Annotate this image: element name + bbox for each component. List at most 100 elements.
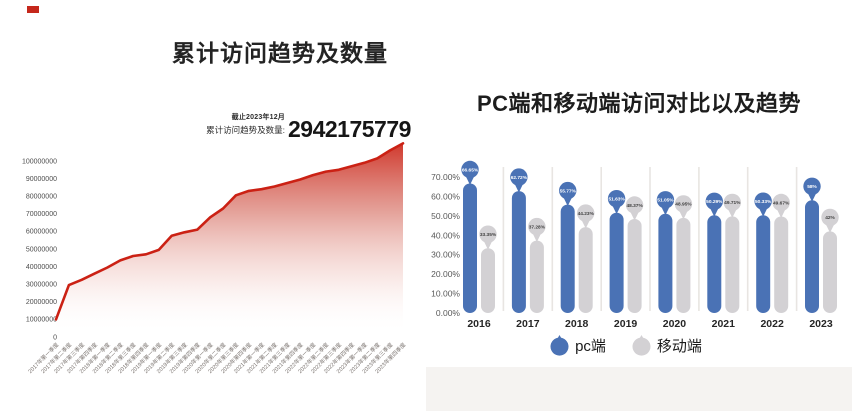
left-x-axis-label: 2021年第二季度 [245, 340, 280, 375]
balloon-value: 48.37% [626, 203, 643, 209]
balloon-value: 49.71% [724, 200, 741, 206]
balloon-tail [776, 209, 786, 218]
mobile-bar [627, 219, 642, 313]
area-fill [56, 143, 403, 337]
mobile-bar [676, 217, 691, 313]
mobile-balloon [723, 193, 741, 212]
mobile-bar [481, 248, 495, 313]
pc-bar [756, 215, 771, 313]
pc-mobile-compare-panel: PC端和移动端访问对比以及趋势 0.00% 10.00% 20.00% 30.00% 4… [426, 0, 852, 411]
left-x-axis-label: 2020年第一季度 [180, 340, 215, 375]
mobile-legend-label: 移动端 [656, 337, 702, 355]
balloon-value: 37.28% [529, 224, 546, 230]
right-y-axis-label: 60.00% [431, 191, 460, 201]
balloon-value: 58% [807, 184, 817, 190]
right-y-axis-label: 30.00% [431, 250, 460, 260]
balloon-tail [532, 233, 542, 243]
balloon-tail [581, 219, 590, 229]
balloon-tail [758, 208, 768, 217]
trend-line [54, 142, 405, 321]
mobile-bar [823, 231, 837, 313]
balloon-tail [710, 208, 719, 217]
left-x-axis-label: 2022年第四季度 [322, 340, 357, 375]
pc-balloon [510, 168, 528, 186]
pc-bar [560, 204, 575, 313]
mobile-balloon [479, 225, 497, 243]
mobile-balloon [821, 208, 839, 227]
left-x-axis-label: 2017年第三季度 [52, 340, 87, 375]
left-x-axis-label: 2023年第二季度 [347, 340, 382, 375]
pc-legend-label: pc端 [575, 337, 606, 355]
balloon-tail [563, 197, 572, 207]
pc-balloon [607, 190, 626, 208]
balloon-value: 55.77% [560, 188, 577, 194]
left-y-axis-label: 40000000 [26, 264, 57, 271]
left-y-axis-label: 20000000 [26, 299, 57, 306]
balloon-value: 66.65% [462, 167, 479, 173]
pc-balloon [754, 192, 772, 210]
left-x-axis-label: 2021年第三季度 [257, 340, 292, 375]
left-x-axis-label: 2020年第三季度 [206, 340, 241, 375]
legend-item-mobile: 移动端 [632, 334, 702, 356]
left-x-axis-label: 2022年第二季度 [296, 340, 331, 375]
balloon-tail [825, 224, 835, 233]
pc-balloon [656, 191, 675, 209]
balloon-value: 33.35% [480, 232, 497, 238]
mobile-bar [774, 216, 789, 313]
pc-balloon [705, 192, 723, 210]
right-y-axis-label: 50.00% [431, 211, 460, 221]
year-label: 2018 [565, 318, 589, 330]
left-x-axis-label: 2023年第三季度 [360, 340, 395, 375]
pc-bar [463, 183, 477, 313]
balloon-value: 51.63% [608, 197, 625, 203]
mobile-drop-icon [632, 335, 651, 356]
balloon-value: 49.67% [773, 200, 790, 206]
left-x-axis-label: 2019年第三季度 [155, 340, 190, 375]
pc-bar [707, 215, 722, 313]
left-y-axis-label: 100000000 [22, 158, 57, 165]
chart-legend: pc端 移动端 [413, 334, 839, 356]
left-y-axis-label: 30000000 [26, 282, 57, 289]
left-x-axis-label: 2017年第四季度 [65, 340, 100, 375]
pc-balloon [803, 177, 821, 195]
cumulative-visits-panel: 累计访问趋势及数量 0 10000000 20000000 30000000 40000… [22, 6, 411, 375]
left-chart-title: 累计访问趋势及数量 [172, 40, 388, 66]
right-y-axis-label: 0.00% [436, 308, 461, 318]
balloon-value: 50.33% [755, 199, 772, 205]
left-x-axis-label: 2023年第四季度 [373, 340, 408, 375]
pc-balloon [461, 160, 479, 179]
left-x-axis-label: 2019年第四季度 [168, 340, 203, 375]
mobile-bar [578, 227, 593, 313]
mobile-balloon [674, 195, 693, 213]
balloon-tail [612, 205, 621, 215]
balloon-tail [728, 209, 737, 218]
balloon-value: 48.95% [675, 202, 692, 208]
year-label: 2023 [809, 318, 833, 330]
balloon-value: 44.23% [578, 211, 595, 217]
right-y-axis-label: 20.00% [431, 269, 460, 279]
left-x-axis-label: 2021年第四季度 [270, 340, 305, 375]
left-y-axis-label: 10000000 [26, 317, 57, 324]
balloon-tail [679, 210, 688, 220]
annotation-block: 截止2023年12月 累计访问趋势及数量: [40, 114, 285, 135]
left-x-axis-label: 2021年第一季度 [232, 340, 267, 375]
year-label: 2019 [614, 318, 638, 330]
year-label: 2016 [467, 318, 491, 330]
cumulative-count-label: 累计访问趋势及数量: [206, 124, 285, 135]
left-x-axis-label: 2018年第一季度 [78, 340, 113, 375]
right-y-axis-label: 70.00% [431, 172, 460, 182]
right-chart-title: PC端和移动端访问对比以及趋势 [476, 91, 802, 116]
balloon-tail [514, 183, 524, 193]
mobile-balloon [772, 193, 790, 212]
left-x-axis-label: 2023年第一季度 [335, 340, 370, 375]
left-x-axis-label: 2017年第一季度 [26, 340, 61, 375]
left-y-axis-label: 70000000 [26, 211, 57, 218]
mobile-bar [529, 240, 544, 313]
mobile-balloon [528, 217, 546, 236]
pc-drop-icon [550, 335, 569, 356]
right-y-axis-label: 40.00% [431, 230, 460, 240]
balloon-value: 62.72% [511, 175, 528, 181]
pc-bar [658, 213, 673, 313]
left-x-axis-label: 2022年第一季度 [283, 340, 318, 375]
